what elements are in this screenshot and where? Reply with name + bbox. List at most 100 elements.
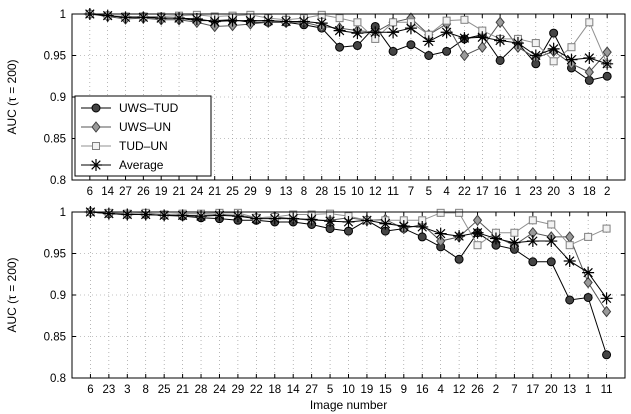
data-point bbox=[250, 212, 263, 225]
x-tick-label: 3 bbox=[568, 186, 574, 198]
x-tick-label: 7 bbox=[408, 186, 414, 198]
data-point bbox=[119, 11, 132, 24]
legend-item: Average bbox=[81, 158, 164, 172]
data-point bbox=[526, 235, 539, 248]
data-point bbox=[416, 220, 429, 233]
y-tick-label: 0.9 bbox=[50, 290, 66, 302]
x-tick-label: 16 bbox=[416, 384, 429, 396]
data-point bbox=[297, 15, 310, 28]
data-point bbox=[583, 276, 593, 289]
y-axis-label: AUC (τ = 200) bbox=[5, 257, 19, 332]
y-tick-label: 0.8 bbox=[50, 175, 66, 187]
data-point bbox=[567, 43, 576, 52]
x-tick-label: 8 bbox=[301, 186, 307, 198]
x-tick-label: 10 bbox=[342, 384, 355, 396]
data-point bbox=[582, 266, 595, 279]
series-asterisk bbox=[83, 8, 614, 70]
data-point bbox=[190, 12, 203, 25]
x-tick-label: 26 bbox=[471, 384, 484, 396]
legend-item: UWS–UN bbox=[81, 120, 171, 134]
x-tick-label: 4 bbox=[443, 186, 450, 198]
x-tick-label: 19 bbox=[361, 384, 374, 396]
data-point bbox=[494, 34, 507, 47]
data-point bbox=[471, 226, 484, 239]
x-tick-label: 19 bbox=[155, 186, 168, 198]
x-axis-label: Image number bbox=[310, 398, 387, 412]
data-point bbox=[472, 214, 483, 227]
data-point bbox=[388, 46, 398, 56]
x-tick-label: 12 bbox=[453, 384, 466, 396]
x-tick-label: 24 bbox=[213, 384, 226, 396]
data-point bbox=[101, 9, 114, 22]
data-point bbox=[379, 217, 392, 230]
data-point bbox=[139, 208, 152, 221]
data-point bbox=[333, 24, 346, 37]
data-point bbox=[121, 208, 134, 221]
data-point bbox=[495, 55, 505, 65]
x-tick-label: 13 bbox=[280, 186, 293, 198]
data-point bbox=[583, 292, 593, 302]
data-point bbox=[440, 26, 453, 39]
x-tick-label: 6 bbox=[87, 384, 93, 396]
y-tick-label: 0.95 bbox=[44, 249, 66, 261]
x-tick-label: 14 bbox=[101, 186, 114, 198]
x-tick-label: 2 bbox=[493, 384, 499, 396]
data-point bbox=[508, 236, 521, 249]
y-axis-label: AUC (τ = 200) bbox=[5, 59, 19, 134]
data-point bbox=[344, 226, 353, 236]
data-point bbox=[546, 257, 556, 267]
data-point bbox=[226, 14, 239, 27]
data-point bbox=[549, 28, 559, 38]
x-tick-label: 20 bbox=[547, 186, 560, 198]
data-point bbox=[422, 35, 435, 48]
legend: UWS–TUD UWS–UN TUD–UN Average bbox=[74, 95, 212, 177]
y-tick-label: 1 bbox=[60, 207, 66, 219]
x-tick-label: 2 bbox=[604, 186, 610, 198]
x-tick-label: 21 bbox=[208, 186, 221, 198]
data-point bbox=[563, 254, 576, 267]
legend-label: UWS–TUD bbox=[119, 101, 179, 115]
data-point bbox=[158, 209, 171, 222]
x-tick-label: 15 bbox=[379, 384, 392, 396]
x-tick-label: 15 bbox=[333, 186, 346, 198]
y-tick-label: 0.8 bbox=[50, 373, 66, 385]
data-point bbox=[473, 241, 482, 250]
x-tick-label: 23 bbox=[529, 186, 542, 198]
data-point bbox=[406, 40, 416, 50]
data-point bbox=[244, 14, 257, 27]
data-point bbox=[173, 12, 186, 25]
x-tick-label: 16 bbox=[494, 186, 507, 198]
data-point bbox=[547, 42, 560, 55]
data-point bbox=[489, 232, 502, 245]
x-tick-label: 18 bbox=[268, 384, 281, 396]
x-tick-label: 29 bbox=[232, 384, 245, 396]
data-point bbox=[510, 228, 519, 237]
data-point bbox=[602, 71, 612, 81]
x-tick-label: 1 bbox=[515, 186, 521, 198]
data-point bbox=[424, 51, 434, 60]
data-point bbox=[476, 31, 489, 44]
data-point bbox=[528, 257, 538, 267]
x-tick-label: 17 bbox=[526, 384, 539, 396]
data-point bbox=[545, 235, 558, 248]
data-point bbox=[287, 212, 300, 225]
x-tick-label: 29 bbox=[244, 186, 257, 198]
x-tick-label: 6 bbox=[87, 186, 93, 198]
data-point bbox=[442, 46, 452, 56]
data-point bbox=[208, 15, 221, 28]
data-point bbox=[442, 16, 451, 25]
x-tick-label: 5 bbox=[327, 384, 333, 396]
data-point bbox=[389, 18, 398, 27]
x-tick-label: 17 bbox=[476, 186, 489, 198]
data-point bbox=[436, 235, 446, 247]
legend-item: TUD–UN bbox=[81, 139, 168, 153]
x-tick-label: 22 bbox=[458, 186, 471, 198]
data-point bbox=[268, 212, 281, 225]
axes-box bbox=[71, 13, 626, 181]
data-point bbox=[565, 241, 574, 250]
data-point bbox=[404, 22, 417, 35]
data-point bbox=[529, 49, 542, 62]
data-point bbox=[453, 230, 466, 243]
data-point bbox=[547, 220, 556, 229]
